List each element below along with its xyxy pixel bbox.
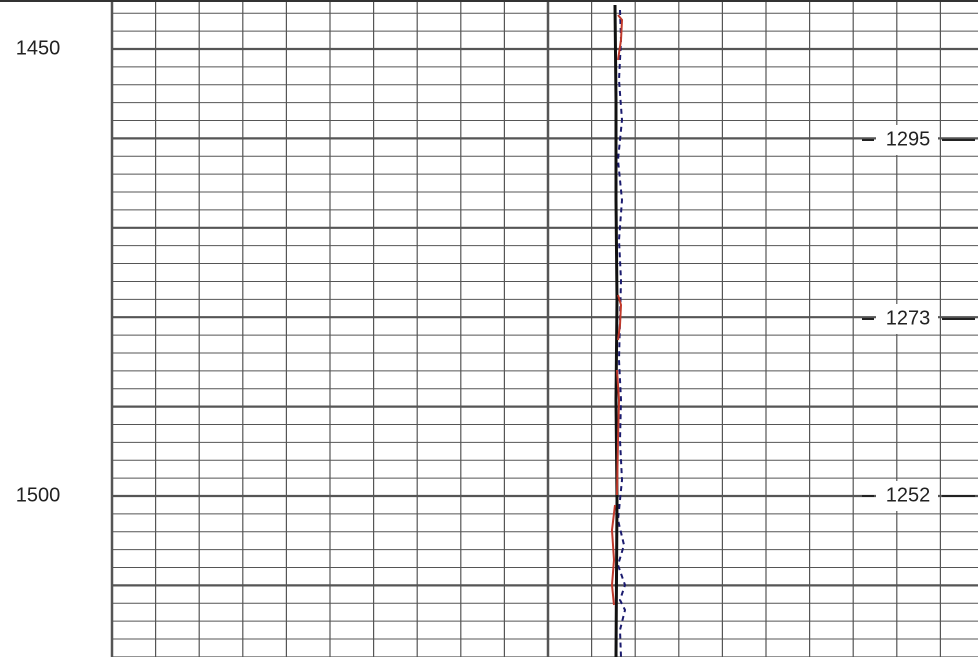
curve-label-group: 1273	[862, 304, 975, 334]
label-bg	[876, 125, 938, 155]
label-bg	[0, 30, 76, 68]
depth-label: 1500	[16, 484, 61, 506]
curve-label: 1295	[886, 128, 931, 150]
label-bg	[0, 477, 76, 515]
label-bg	[876, 304, 938, 334]
solid-curve	[613, 4, 619, 657]
grid	[110, 0, 978, 657]
dashed-curve	[616, 9, 627, 657]
curve-label-group: 1295	[862, 125, 975, 155]
curve-label: 1252	[886, 484, 931, 506]
curve-label-group: 1252	[862, 481, 975, 511]
label-bg	[876, 481, 938, 511]
depth-label: 1450	[16, 37, 61, 59]
curve-label: 1273	[886, 307, 931, 329]
red-curve	[610, 14, 624, 606]
